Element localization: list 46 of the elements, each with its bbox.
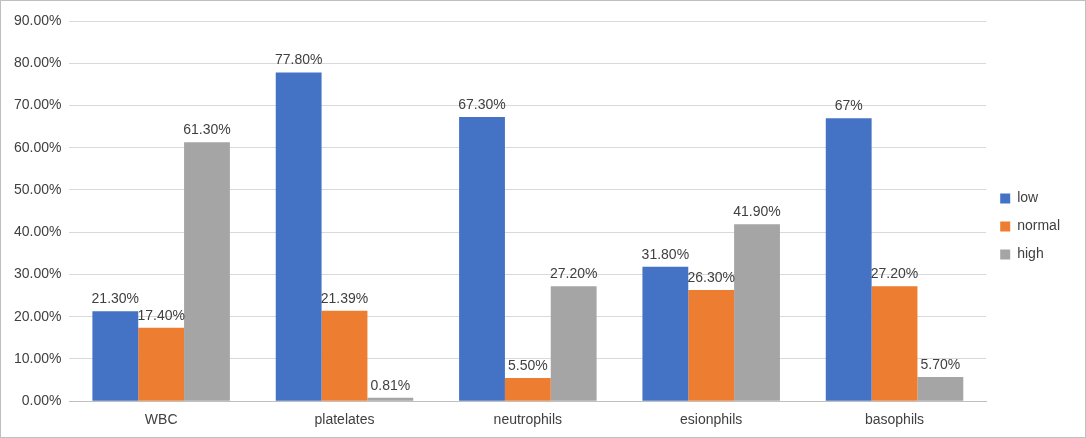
bar — [504, 377, 551, 401]
bar — [550, 286, 597, 401]
bar — [642, 266, 689, 401]
y-tick-label: 0.00% — [21, 392, 62, 409]
legend-label: high — [1017, 245, 1044, 262]
bar — [184, 142, 230, 401]
y-tick-label: 50.00% — [14, 180, 62, 197]
bar — [92, 311, 139, 401]
bar — [459, 116, 505, 401]
data-label: 61.30% — [183, 121, 231, 138]
y-tick-label: 90.00% — [14, 11, 62, 28]
x-tick-label: esionphils — [680, 411, 743, 428]
data-label: 26.30% — [687, 268, 735, 285]
data-label: 41.90% — [733, 203, 781, 220]
data-label: 5.50% — [507, 356, 548, 373]
y-tick-label: 30.00% — [14, 265, 62, 282]
bar — [275, 72, 322, 401]
y-tick-label: 20.00% — [14, 307, 62, 324]
legend-label: low — [1017, 189, 1040, 206]
data-label: 67% — [834, 97, 863, 114]
bar — [825, 118, 872, 401]
y-tick-label: 60.00% — [14, 138, 62, 155]
data-label: 67.30% — [458, 95, 506, 112]
bar — [734, 224, 780, 401]
bar — [917, 377, 964, 401]
data-label: 31.80% — [641, 245, 690, 262]
y-tick-label: 10.00% — [14, 349, 62, 366]
data-label: 5.70% — [920, 355, 961, 372]
data-label: 17.40% — [137, 306, 185, 323]
bar — [138, 327, 185, 401]
bar — [871, 286, 918, 401]
data-label: 21.30% — [91, 290, 140, 307]
bar — [367, 397, 414, 401]
bar — [688, 290, 735, 401]
legend-label: normal — [1017, 217, 1060, 234]
data-label: 0.81% — [370, 376, 411, 393]
y-tick-label: 40.00% — [14, 223, 62, 240]
x-tick-label: basophils — [864, 411, 925, 428]
x-tick-label: neutrophils — [493, 411, 563, 428]
bar — [321, 310, 368, 401]
data-label: 27.20% — [549, 265, 598, 282]
data-label: 77.80% — [274, 51, 323, 68]
x-tick-label: WBC — [144, 411, 178, 428]
x-tick-label: platelates — [314, 411, 375, 428]
y-tick-label: 80.00% — [14, 54, 62, 71]
y-tick-label: 70.00% — [14, 96, 62, 113]
